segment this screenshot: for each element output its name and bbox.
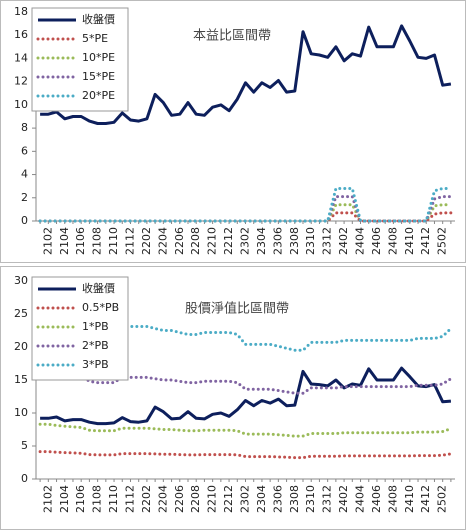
x-tick-label: 2212 bbox=[222, 485, 235, 513]
x-tick-label: 2310 bbox=[304, 485, 317, 513]
series-line bbox=[40, 366, 452, 426]
chart-title: 股價淨值比區間帶 bbox=[185, 301, 289, 317]
x-tick-label: 2406 bbox=[370, 485, 383, 513]
x-tick-label: 2102 bbox=[41, 485, 54, 513]
y-tick-label: 5 bbox=[21, 439, 28, 452]
x-tick-label: 2204 bbox=[156, 227, 169, 255]
y-tick-label: 14 bbox=[14, 51, 28, 64]
series-line bbox=[38, 422, 453, 438]
y-tick-label: 15 bbox=[14, 373, 28, 386]
y-tick-label: 10 bbox=[14, 406, 28, 419]
x-tick-label: 2206 bbox=[173, 485, 186, 513]
x-tick-label: 2310 bbox=[304, 227, 317, 255]
legend-label: 20*PE bbox=[82, 89, 115, 102]
y-tick-label: 10 bbox=[14, 98, 28, 111]
x-tick-label: 2110 bbox=[107, 485, 120, 513]
x-tick-label: 2406 bbox=[370, 227, 383, 255]
x-tick-label: 2502 bbox=[436, 485, 449, 513]
series-line bbox=[38, 187, 453, 223]
x-tick-label: 2404 bbox=[354, 485, 367, 513]
legend-label: 15*PE bbox=[82, 70, 115, 83]
legend-label: 收盤價 bbox=[82, 281, 115, 295]
x-tick-label: 2104 bbox=[58, 227, 71, 255]
x-tick-label: 2208 bbox=[189, 227, 202, 255]
x-tick-label: 2112 bbox=[123, 227, 136, 255]
series-line bbox=[38, 313, 453, 352]
x-tick-label: 2110 bbox=[107, 227, 120, 255]
x-tick-label: 2208 bbox=[189, 485, 202, 513]
y-tick-label: 12 bbox=[14, 75, 28, 88]
legend-label: 5*PE bbox=[82, 32, 108, 45]
series-line bbox=[38, 450, 453, 460]
x-tick-label: 2502 bbox=[436, 227, 449, 255]
y-tick-label: 20 bbox=[14, 340, 28, 353]
x-tick-label: 2204 bbox=[156, 485, 169, 513]
x-tick-label: 2104 bbox=[58, 485, 71, 513]
x-tick-label: 2312 bbox=[321, 485, 334, 513]
x-tick-label: 2112 bbox=[123, 485, 136, 513]
y-tick-label: 16 bbox=[14, 28, 28, 41]
y-tick-label: 0 bbox=[21, 472, 28, 485]
x-tick-label: 2412 bbox=[419, 227, 432, 255]
x-tick-label: 2210 bbox=[206, 485, 219, 513]
x-tick-label: 2304 bbox=[255, 485, 268, 513]
x-tick-label: 2202 bbox=[140, 227, 153, 255]
x-tick-label: 2108 bbox=[91, 227, 104, 255]
x-tick-label: 2302 bbox=[239, 227, 252, 255]
y-tick-label: 18 bbox=[14, 5, 28, 18]
chart-title: 本益比區間帶 bbox=[193, 29, 271, 44]
x-tick-label: 2402 bbox=[337, 485, 350, 513]
x-tick-label: 2404 bbox=[354, 227, 367, 255]
y-tick-label: 0 bbox=[21, 214, 28, 227]
x-tick-label: 2412 bbox=[419, 485, 432, 513]
legend-label: 收盤價 bbox=[82, 12, 115, 26]
legend-label: 3*PB bbox=[82, 358, 109, 371]
legend-label: 2*PB bbox=[82, 339, 109, 352]
x-tick-label: 2106 bbox=[74, 485, 87, 513]
x-tick-label: 2212 bbox=[222, 227, 235, 255]
legend-label: 0.5*PB bbox=[82, 301, 119, 314]
x-tick-label: 2102 bbox=[41, 227, 54, 255]
x-tick-label: 2304 bbox=[255, 227, 268, 255]
x-tick-label: 2308 bbox=[288, 485, 301, 513]
x-tick-label: 2206 bbox=[173, 227, 186, 255]
y-tick-label: 25 bbox=[14, 307, 28, 320]
x-tick-label: 2410 bbox=[403, 227, 416, 255]
legend-label: 1*PB bbox=[82, 320, 109, 333]
y-tick-label: 4 bbox=[21, 168, 28, 181]
x-tick-label: 2410 bbox=[403, 485, 416, 513]
x-tick-label: 2306 bbox=[271, 485, 284, 513]
legend-label: 10*PE bbox=[82, 51, 115, 64]
y-tick-label: 2 bbox=[21, 191, 28, 204]
x-tick-label: 2202 bbox=[140, 485, 153, 513]
series-line bbox=[38, 367, 453, 395]
y-tick-label: 6 bbox=[21, 144, 28, 157]
y-tick-label: 30 bbox=[14, 274, 28, 287]
x-tick-label: 2408 bbox=[386, 485, 399, 513]
x-tick-label: 2306 bbox=[271, 227, 284, 255]
x-tick-label: 2408 bbox=[386, 227, 399, 255]
x-tick-label: 2312 bbox=[321, 227, 334, 255]
x-tick-label: 2108 bbox=[91, 485, 104, 513]
x-tick-label: 2106 bbox=[74, 227, 87, 255]
x-tick-label: 2210 bbox=[206, 227, 219, 255]
series-line bbox=[40, 24, 452, 125]
y-tick-label: 8 bbox=[21, 121, 28, 134]
x-tick-label: 2402 bbox=[337, 227, 350, 255]
x-tick-label: 2308 bbox=[288, 227, 301, 255]
x-tick-label: 2302 bbox=[239, 485, 252, 513]
